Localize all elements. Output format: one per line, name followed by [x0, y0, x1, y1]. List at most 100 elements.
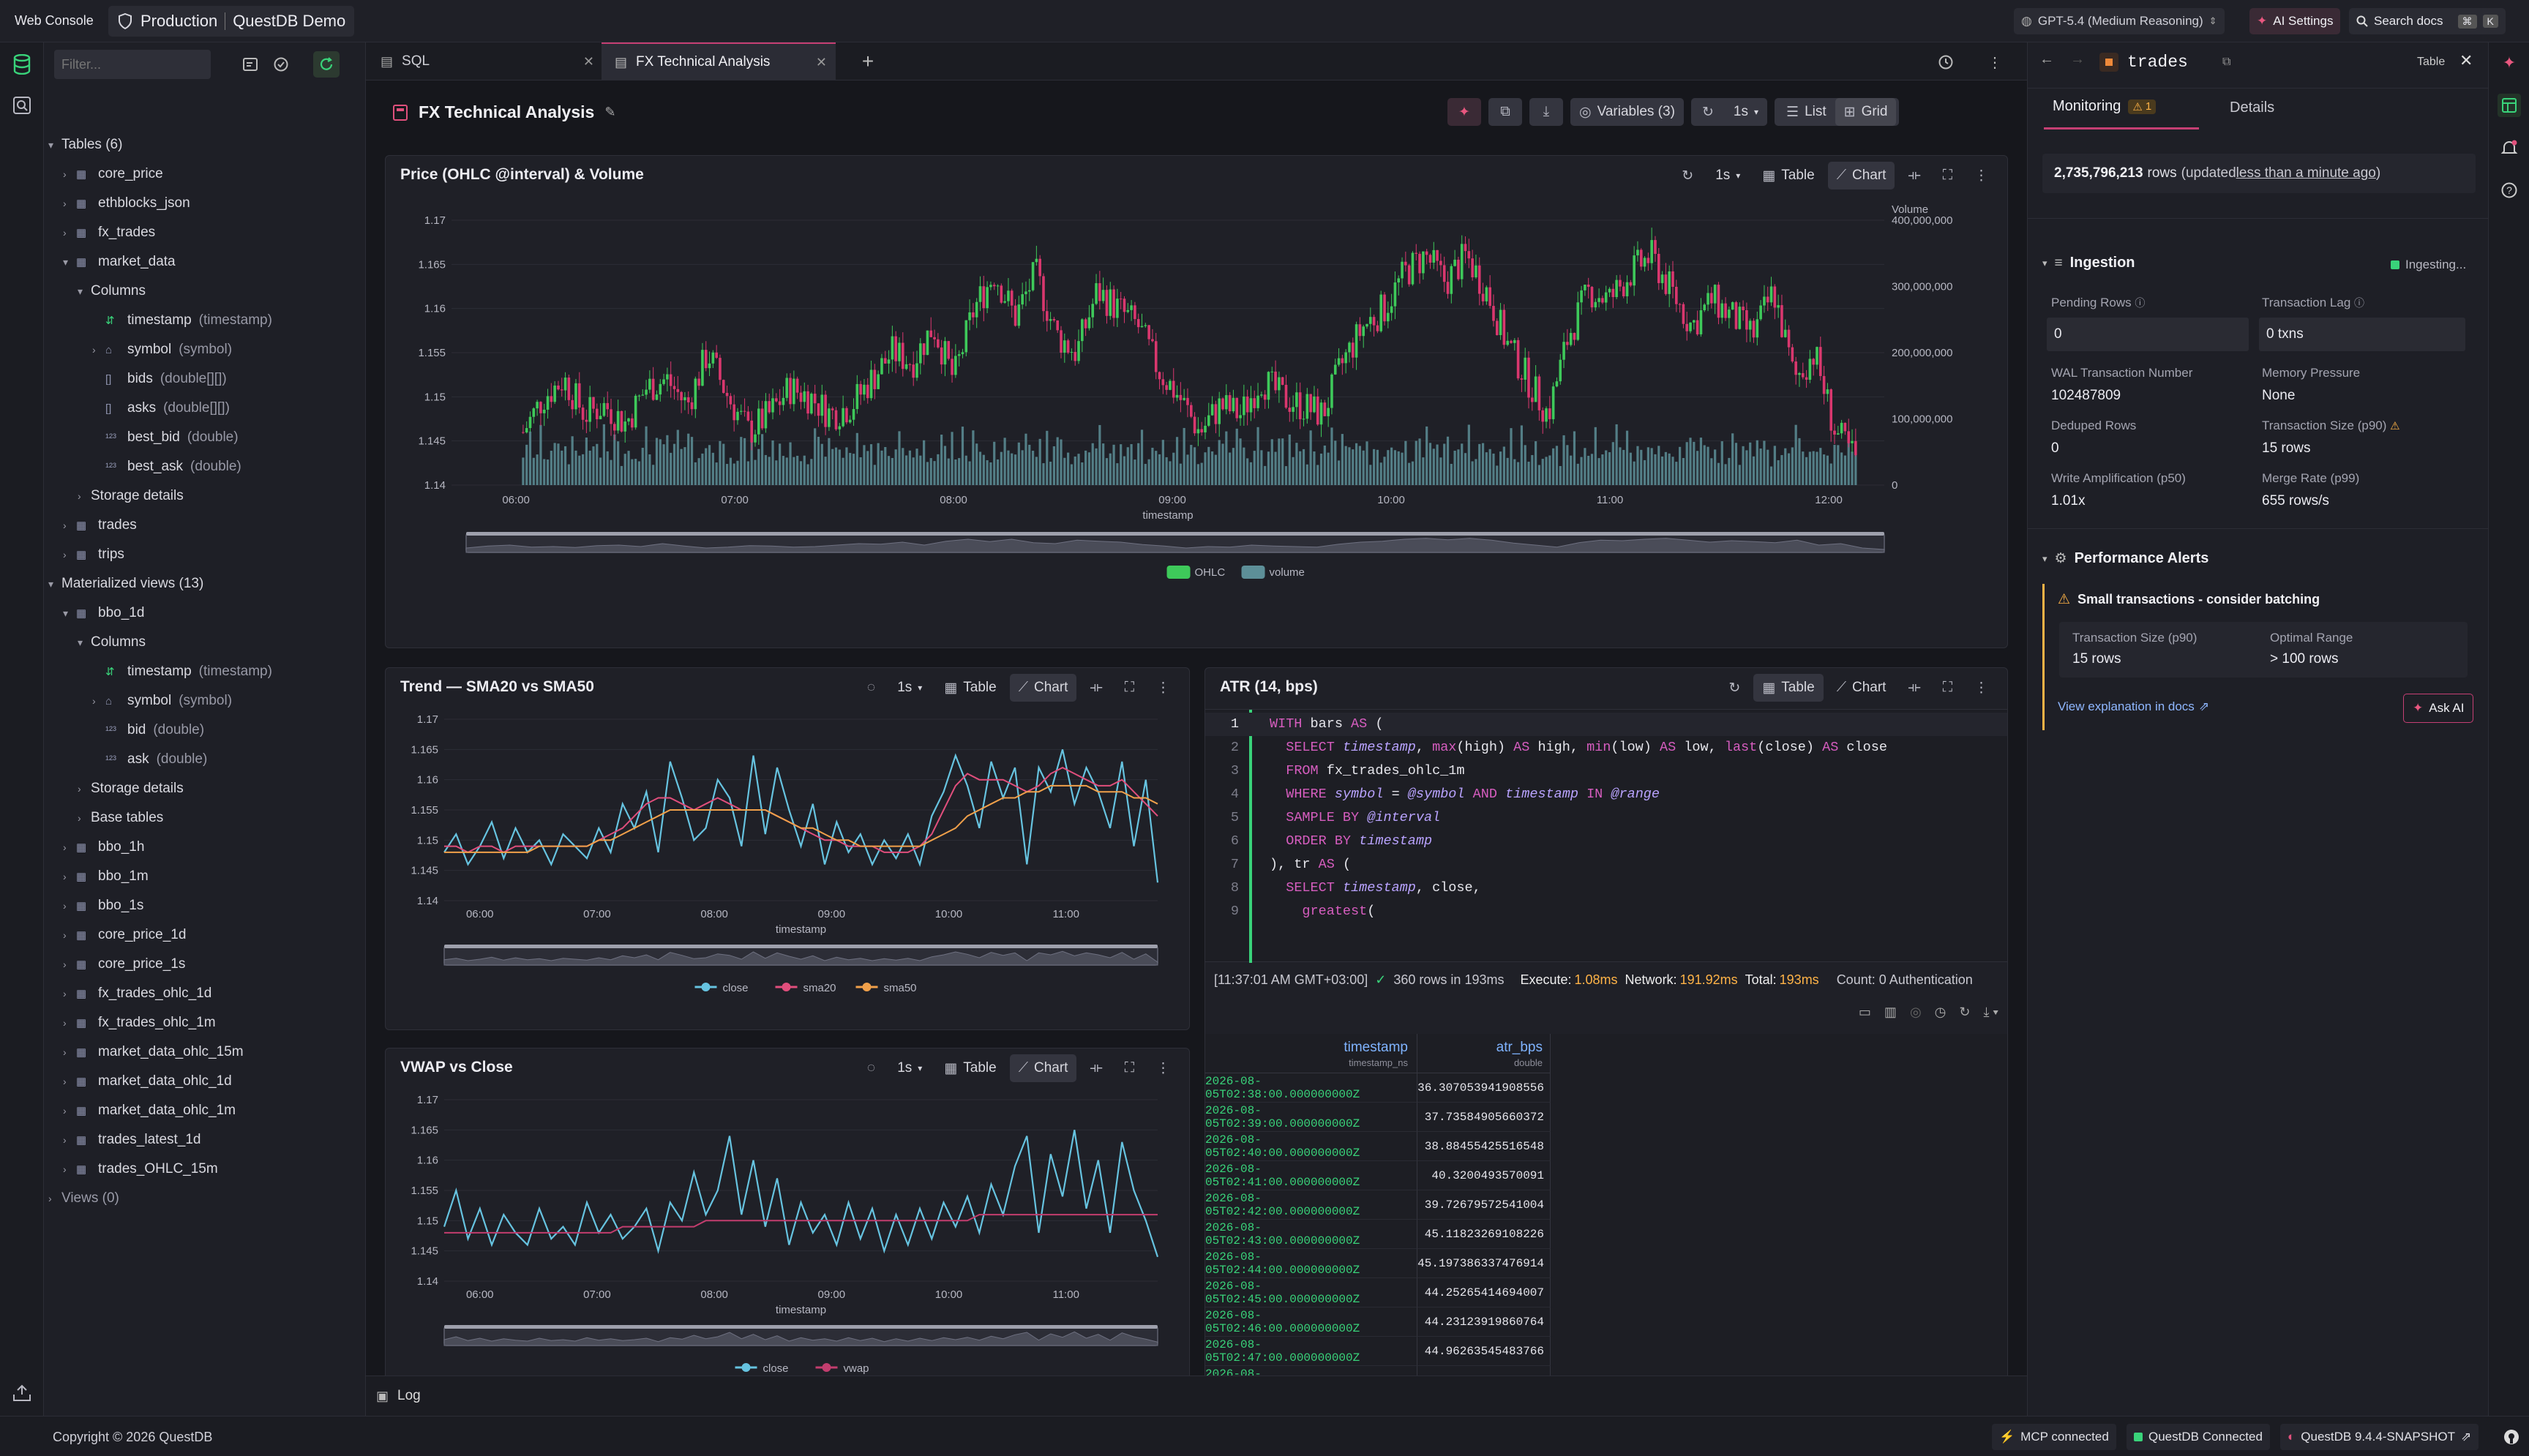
- tree-column-item[interactable]: ¹²³ bid (double): [92, 716, 204, 745]
- cell-timestamp[interactable]: 2026-08-05T02:45:00.000000000Z: [1205, 1278, 1417, 1307]
- panel-menu-button[interactable]: ⋮: [1966, 674, 1997, 702]
- new-query-icon[interactable]: [240, 54, 261, 75]
- ohlc-volume-chart[interactable]: 1.14 1.145 1.15 1.155 1.16 1.165 1.17 0 100,000,…: [386, 200, 2009, 649]
- col-header-atr[interactable]: atr_bps double: [1417, 1034, 1551, 1073]
- cell-timestamp[interactable]: 2026-08-05T02:42:00.000000000Z: [1205, 1190, 1417, 1220]
- cell-timestamp[interactable]: 2026-08-05T02:40:00.000000000Z: [1205, 1132, 1417, 1161]
- tree-table-item[interactable]: › ▦ trades: [63, 511, 137, 540]
- model-selector[interactable]: ◍ GPT-5.4 (Medium Reasoning) ⇕: [2014, 8, 2225, 34]
- split-button[interactable]: ⟛: [1081, 674, 1111, 702]
- ask-ai-button[interactable]: ✦ Ask AI: [2403, 694, 2474, 723]
- ai-settings-button[interactable]: ✦ AI Settings: [2249, 8, 2341, 34]
- cell-atr[interactable]: 45.11823269108226: [1417, 1220, 1551, 1249]
- cell-timestamp[interactable]: 2026-08-05T02:39:00.000000000Z: [1205, 1103, 1417, 1132]
- table-view-button[interactable]: ▦ Table: [1753, 162, 1823, 189]
- grid-view-button[interactable]: ⊞ Grid: [1835, 98, 1897, 126]
- cell-timestamp[interactable]: 2026-08-05T02:47:00.000000000Z: [1205, 1337, 1417, 1366]
- table-view-button[interactable]: ▦ Table: [935, 674, 1005, 702]
- tree-table-item[interactable]: ▾ ▦ market_data: [63, 247, 176, 277]
- tree-table-item[interactable]: › ▦ trades_latest_1d: [63, 1125, 201, 1155]
- col-header-timestamp[interactable]: timestamp timestamp_ns: [1205, 1034, 1417, 1073]
- refresh-icon[interactable]: [313, 51, 340, 78]
- chart-view-button[interactable]: ⟋ Chart: [1009, 674, 1077, 702]
- tree-table-item[interactable]: › ▦ ethblocks_json: [63, 189, 190, 218]
- tree-group-item[interactable]: ▾ Columns: [78, 628, 146, 657]
- panel-refresh-button[interactable]: ↻: [1673, 162, 1702, 189]
- sparkle-icon[interactable]: ✦: [2502, 53, 2517, 72]
- dashboard-refresh-button[interactable]: ↻: [1691, 98, 1725, 126]
- column-toggle-icon[interactable]: ▭: [1858, 1005, 1871, 1019]
- tree-column-item[interactable]: ¹²³ best_bid (double): [92, 423, 239, 452]
- history-icon[interactable]: ◷: [1934, 1005, 1947, 1019]
- tab-details[interactable]: Details: [2230, 100, 2275, 116]
- tab-sql[interactable]: ▤ SQL ✕: [378, 42, 602, 80]
- tree-group-item[interactable]: › Base tables: [78, 803, 163, 833]
- new-tab-plus-icon[interactable]: +: [861, 50, 874, 72]
- fullscreen-button[interactable]: ⛶: [1116, 1054, 1143, 1082]
- split-button[interactable]: ⟛: [1899, 674, 1929, 702]
- tree-section-header[interactable]: › Views (0): [48, 1184, 119, 1213]
- help-icon[interactable]: ?: [2498, 179, 2521, 202]
- tree-table-item[interactable]: › ▦ core_price_1d: [63, 920, 186, 950]
- panel-refresh-button[interactable]: ↻: [1720, 674, 1749, 702]
- cell-timestamp[interactable]: 2026-08-05T02:41:00.000000000Z: [1205, 1161, 1417, 1190]
- chart-view-button[interactable]: ⟋ Chart: [1009, 1054, 1077, 1082]
- tree-group-item[interactable]: › Storage details: [78, 481, 184, 511]
- duplicate-button[interactable]: ⧉: [1488, 98, 1522, 126]
- search-docs-button[interactable]: Search docs ⌘ K: [2349, 8, 2506, 34]
- log-bar[interactable]: ▣ Log: [366, 1376, 2027, 1416]
- sql-editor[interactable]: 1 WITH bars AS (2 SELECT timestamp, max(h…: [1205, 709, 2007, 963]
- chart-view-button[interactable]: ⟋ Chart: [1828, 674, 1895, 702]
- cell-atr[interactable]: 36.307053941908556: [1417, 1073, 1551, 1103]
- sma-line-chart[interactable]: 1.14 1.145 1.15 1.155 1.16 1.165 1.17 06:00 07:0…: [386, 709, 1191, 1029]
- tree-group-item[interactable]: › Storage details: [78, 774, 184, 803]
- eye-off-icon[interactable]: ◎: [1909, 1005, 1922, 1019]
- copy-icon[interactable]: ⧉: [2222, 56, 2231, 68]
- fullscreen-button[interactable]: ⛶: [1934, 674, 1961, 702]
- cell-atr[interactable]: 44.23123919860764: [1417, 1307, 1551, 1337]
- panel-menu-button[interactable]: ⋮: [1147, 1054, 1179, 1082]
- download-icon[interactable]: ⤓ ▾: [1983, 1005, 1998, 1019]
- cell-timestamp[interactable]: 2026-08-05T02:44:00.000000000Z: [1205, 1249, 1417, 1278]
- edit-pencil-icon[interactable]: ✎: [604, 105, 616, 119]
- github-icon[interactable]: [2503, 1428, 2520, 1446]
- cell-atr[interactable]: 40.3200493570091: [1417, 1161, 1551, 1190]
- tree-table-item[interactable]: › ▦ core_price_1s: [63, 950, 185, 979]
- cell-atr[interactable]: 37.73584905660372: [1417, 1103, 1551, 1132]
- tree-column-item[interactable]: ⇵ timestamp (timestamp): [92, 306, 272, 335]
- tree-group-item[interactable]: ▾ Columns: [78, 277, 146, 306]
- tree-table-item[interactable]: › ▦ fx_trades_ohlc_1d: [63, 979, 211, 1008]
- tree-table-item[interactable]: › ▦ bbo_1h: [63, 833, 144, 862]
- panel-menu-button[interactable]: ⋮: [1147, 674, 1179, 702]
- cell-atr[interactable]: 45.197386337476914: [1417, 1249, 1551, 1278]
- tree-table-item[interactable]: › ▦ fx_trades_ohlc_1m: [63, 1008, 216, 1037]
- tree-table-item[interactable]: › ▦ market_data_ohlc_15m: [63, 1037, 244, 1067]
- dashboard-interval-select[interactable]: 1s ▾: [1725, 98, 1767, 126]
- upload-icon[interactable]: [10, 1381, 34, 1405]
- vwap-line-chart[interactable]: 1.14 1.145 1.15 1.155 1.16 1.165 1.17 06:00 07:0…: [386, 1089, 1191, 1410]
- chart-view-button[interactable]: ⟋ Chart: [1827, 162, 1895, 189]
- tree-column-item[interactable]: [] asks (double[][]): [92, 394, 230, 423]
- history-icon[interactable]: [1936, 53, 1955, 72]
- cell-atr[interactable]: 44.25265414694007: [1417, 1278, 1551, 1307]
- perf-alerts-header[interactable]: ▾ ⚙ Performance Alerts: [2042, 550, 2208, 567]
- tree-column-item[interactable]: › ⌂ symbol (symbol): [92, 335, 232, 364]
- tree-table-item[interactable]: › ▦ fx_trades: [63, 218, 155, 247]
- layout-icon[interactable]: ▥: [1884, 1005, 1897, 1019]
- table-grid-icon[interactable]: [2498, 94, 2521, 117]
- ingestion-header[interactable]: ▾ ≡ Ingestion: [2042, 255, 2135, 271]
- tree-column-item[interactable]: [] bids (double[][]): [92, 364, 227, 394]
- back-arrow-icon[interactable]: ←: [2039, 51, 2054, 67]
- tree-table-item[interactable]: › ▦ bbo_1s: [63, 891, 143, 920]
- ai-dashboard-button[interactable]: ✦: [1447, 98, 1481, 126]
- cell-timestamp[interactable]: 2026-08-05T02:38:00.000000000Z: [1205, 1073, 1417, 1103]
- list-view-button[interactable]: ☰ List: [1777, 98, 1835, 126]
- forward-arrow-icon[interactable]: →: [2070, 51, 2085, 67]
- tree-table-item[interactable]: › ▦ market_data_ohlc_1m: [63, 1096, 236, 1125]
- check-circle-icon[interactable]: [271, 54, 291, 75]
- tree-table-item[interactable]: › ▦ bbo_1m: [63, 862, 149, 891]
- panel-refresh-button[interactable]: ◌: [858, 1054, 884, 1082]
- cell-timestamp[interactable]: 2026-08-05T02:46:00.000000000Z: [1205, 1307, 1417, 1337]
- refresh-icon[interactable]: ↻: [1959, 1005, 1971, 1019]
- version-link[interactable]: ◐ QuestDB 9.4.4-SNAPSHOT ⇗: [2280, 1424, 2479, 1450]
